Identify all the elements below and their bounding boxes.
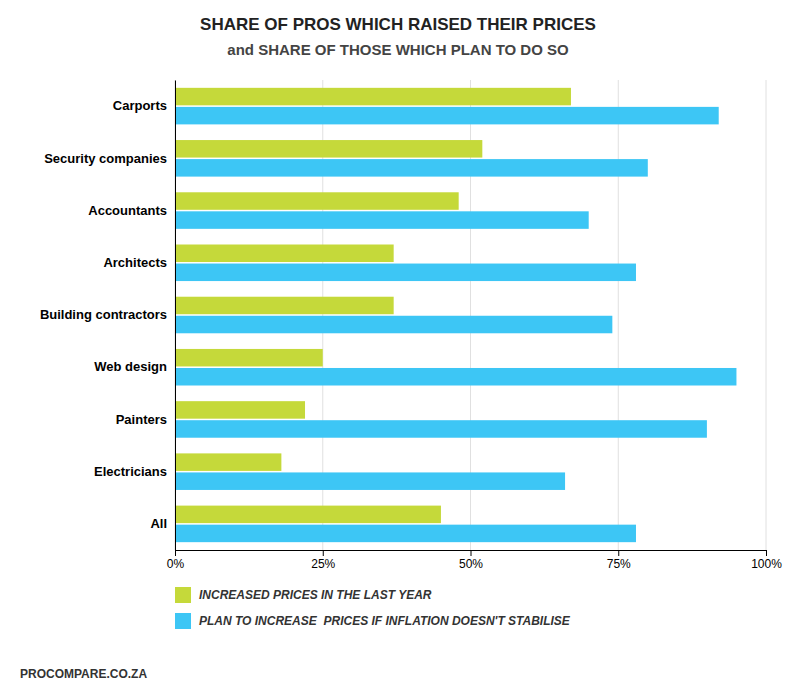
y-tick: Carports: [113, 98, 167, 113]
bar: [175, 472, 565, 490]
x-tick: 75%: [607, 550, 631, 571]
y-tick: Web design: [94, 359, 167, 374]
y-tick-label: Building contractors: [40, 307, 167, 322]
bar: [175, 245, 394, 263]
y-tick-label: Web design: [94, 359, 167, 374]
bar: [175, 368, 736, 386]
y-tick: Security companies: [44, 150, 167, 165]
x-tick-label: 25%: [311, 557, 335, 571]
x-tick: 25%: [311, 550, 335, 571]
axis-domain: [175, 81, 176, 551]
bar: [175, 453, 281, 471]
x-tick-mark: [175, 550, 176, 556]
legend-label: INCREASED PRICES IN THE LAST YEAR: [199, 588, 432, 602]
y-tick-label: Accountants: [88, 203, 167, 218]
y-tick: Electricians: [94, 464, 167, 479]
legend: INCREASED PRICES IN THE LAST YEAR PLAN TO…: [175, 587, 571, 629]
legend-swatch: [175, 613, 191, 629]
subtitle: and SHARE OF THOSE WHICH PLAN TO DO SO: [227, 41, 569, 58]
y-tick: All: [150, 516, 167, 531]
bar: [175, 159, 648, 177]
annotation: PROCOMPARE.CO.ZA: [20, 667, 147, 681]
y-axis: Carports Security companies Accountants Arc…: [40, 81, 176, 551]
bar: [175, 525, 636, 543]
x-tick-mark: [323, 550, 324, 556]
bar: [175, 211, 589, 229]
bar: [175, 107, 719, 125]
x-tick-mark: [766, 550, 767, 556]
y-tick-label: Carports: [113, 98, 167, 113]
bar: [175, 192, 459, 210]
bar: [175, 88, 571, 106]
x-tick-label: 0%: [167, 557, 185, 571]
x-tick-label: 50%: [459, 557, 483, 571]
x-tick-mark: [618, 550, 619, 556]
axis-domain: [176, 551, 767, 557]
grid-line: [766, 80, 767, 550]
legend-label: PLAN TO INCREASE PRICES IF INFLATION DOE…: [199, 614, 571, 628]
grid-line: [175, 80, 176, 550]
plot: 0% 25% 50% 75% 100% Carports Security companie…: [40, 80, 782, 571]
bars: [175, 88, 736, 542]
y-tick-label: Security companies: [44, 150, 167, 165]
bar: [175, 316, 612, 334]
y-tick: Accountants: [88, 203, 167, 218]
y-tick-label: All: [150, 516, 167, 531]
x-axis: 0% 25% 50% 75% 100%: [167, 550, 782, 571]
legend-swatch: [175, 587, 191, 603]
title: SHARE OF PROS WHICH RAISED THEIR PRICES: [200, 15, 596, 34]
bar: [175, 506, 441, 524]
bar: [175, 349, 323, 367]
y-tick-label: Electricians: [94, 464, 167, 479]
x-tick-label: 100%: [751, 557, 782, 571]
bar: [175, 264, 636, 282]
x-tick: 100%: [751, 550, 782, 571]
y-tick: Painters: [116, 412, 167, 427]
y-tick-label: Architects: [103, 255, 167, 270]
x-tick: 50%: [459, 550, 483, 571]
x-tick-label: 75%: [607, 557, 631, 571]
bar: [175, 420, 707, 438]
bar: [175, 297, 394, 315]
grid: [175, 80, 766, 550]
y-tick: Architects: [103, 255, 167, 270]
chart: SHARE OF PROS WHICH RAISED THEIR PRICES a…: [0, 0, 796, 700]
x-tick-mark: [471, 550, 472, 556]
y-tick-label: Painters: [116, 412, 167, 427]
bar: [175, 140, 482, 158]
x-tick: 0%: [167, 550, 185, 571]
bar: [175, 401, 305, 419]
y-tick: Building contractors: [40, 307, 167, 322]
grid-line: [618, 80, 619, 550]
